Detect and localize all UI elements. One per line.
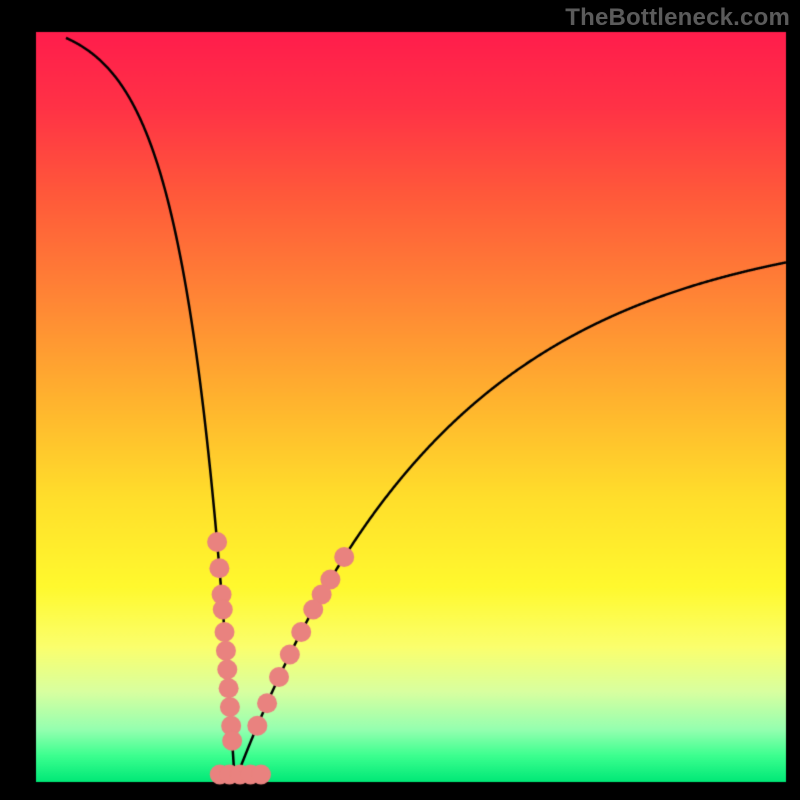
- watermark-text: TheBottleneck.com: [565, 4, 790, 32]
- bottleneck-chart: [0, 0, 800, 800]
